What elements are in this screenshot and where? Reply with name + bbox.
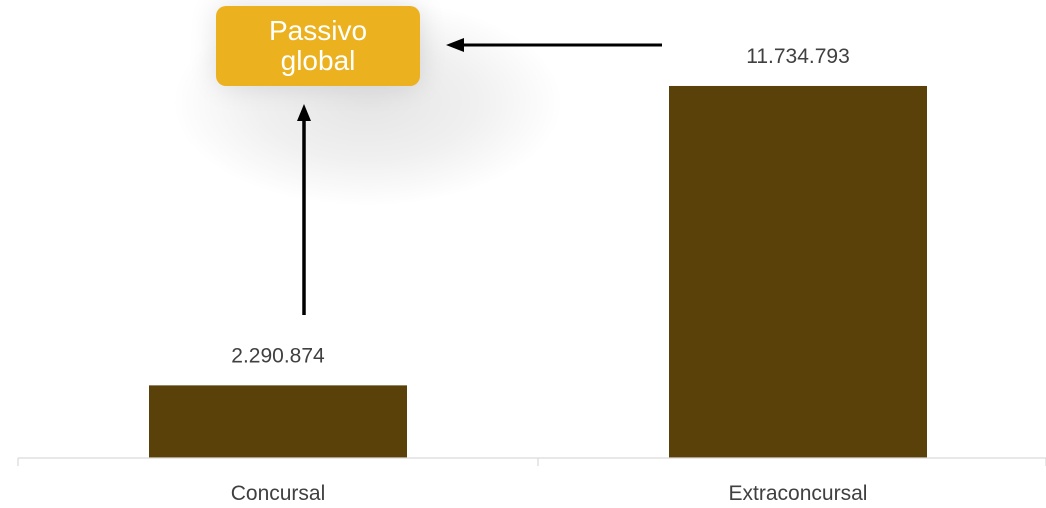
x-axis-group: Concursal Extraconcursal (17, 457, 1046, 505)
value-labels-group: 2.290.874 11.734.793 (231, 45, 849, 367)
arrow-up-head (297, 104, 311, 121)
callout-label: Passivo global (268, 15, 368, 76)
value-label-extraconcursal: 11.734.793 (746, 45, 850, 68)
bar-concursal (149, 385, 407, 458)
callout-box: Passivo global (216, 6, 420, 86)
value-label-concursal: 2.290.874 (231, 344, 325, 367)
bars-group (149, 85, 927, 459)
arrow-left-head (446, 38, 464, 52)
bar-extraconcursal (669, 85, 927, 459)
arrows-group (297, 38, 662, 315)
category-label-concursal: Concursal (231, 482, 326, 505)
category-label-extraconcursal: Extraconcursal (729, 482, 868, 505)
